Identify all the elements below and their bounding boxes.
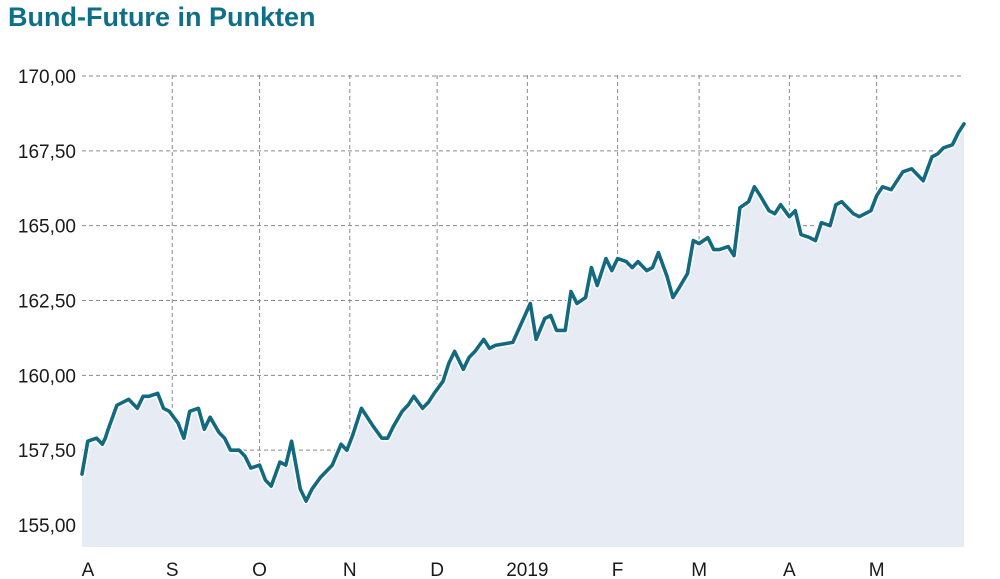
- x-axis: A S O N D 2019 F M A M: [82, 560, 885, 579]
- x-tick-label: 2019: [506, 560, 548, 579]
- x-tick-label: M: [691, 560, 707, 579]
- x-tick-label: D: [430, 560, 444, 579]
- x-tick-label: A: [783, 560, 796, 579]
- y-tick-label: 162,50: [18, 292, 76, 313]
- x-tick-label: N: [343, 560, 357, 579]
- y-tick-label: 157,50: [18, 441, 76, 462]
- y-tick-label: 170,00: [18, 67, 76, 88]
- y-tick-label: 167,50: [18, 142, 76, 163]
- chart-title: Bund-Future in Punkten: [8, 2, 316, 32]
- x-tick-label: S: [166, 560, 179, 579]
- x-tick-label: F: [612, 560, 624, 579]
- y-axis: 155,00 157,50 160,00 162,50 165,00 167,50 170,…: [18, 67, 76, 537]
- x-tick-label: A: [82, 560, 95, 579]
- area-fill: [82, 123, 964, 548]
- series-line-layer: [78, 120, 968, 505]
- series-line: [80, 122, 966, 503]
- x-tick-label: M: [869, 560, 885, 579]
- area-fill-layer: [82, 123, 964, 548]
- y-tick-label: 155,00: [18, 516, 76, 537]
- x-tick-label: O: [252, 560, 267, 579]
- y-tick-label: 160,00: [18, 366, 76, 387]
- y-tick-label: 165,00: [18, 217, 76, 238]
